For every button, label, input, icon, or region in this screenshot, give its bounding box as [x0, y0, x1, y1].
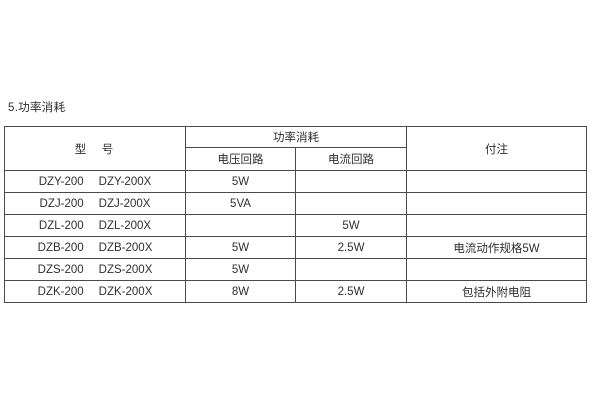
table-row: DZS-200 DZS-200X 5W	[4, 258, 587, 281]
current-cell: 2.5W	[295, 280, 407, 303]
current-cell	[295, 258, 407, 281]
table-row: DZY-200 DZY-200X 5W	[4, 170, 587, 193]
current-cell	[295, 170, 407, 193]
voltage-cell: 5W	[185, 258, 296, 281]
section-title: 5.功率消耗	[8, 102, 66, 114]
table-row: DZK-200 DZK-200X 8W 2.5W 包括外附电阻	[4, 280, 587, 303]
note-cell	[406, 214, 587, 237]
model-name: DZS-200	[37, 263, 84, 276]
model-name-x: DZJ-200X	[98, 197, 151, 210]
voltage-cell: 5VA	[185, 192, 296, 215]
column-header-current-circuit: 电流回路	[295, 147, 407, 171]
column-header-power-group: 功率消耗	[185, 126, 407, 148]
model-name: DZJ-200	[39, 197, 84, 210]
column-header-model: 型 号	[4, 126, 186, 171]
note-cell	[406, 170, 587, 193]
model-cell: DZY-200 DZY-200X	[4, 170, 186, 193]
model-name-x: DZY-200X	[98, 175, 152, 188]
current-cell: 5W	[295, 214, 407, 237]
note-cell: 电流动作规格5W	[406, 236, 587, 259]
model-name: DZB-200	[37, 241, 84, 254]
table-row: DZL-200 DZL-200X 5W	[4, 214, 587, 237]
model-name-x: DZK-200X	[98, 285, 153, 298]
table-row: DZB-200 DZB-200X 5W 2.5W 电流动作规格5W	[4, 236, 587, 259]
note-cell	[406, 192, 587, 215]
model-name-x: DZL-200X	[98, 219, 152, 232]
power-consumption-table: 型 号 功率消耗 付注 电压回路 电流回路 DZY-200 DZY-200X 5…	[4, 126, 587, 303]
model-cell: DZS-200 DZS-200X	[4, 258, 186, 281]
model-name: DZL-200	[38, 219, 84, 232]
voltage-cell	[185, 214, 296, 237]
voltage-cell: 8W	[185, 280, 296, 303]
note-cell: 包括外附电阻	[406, 280, 587, 303]
voltage-cell: 5W	[185, 170, 296, 193]
model-cell: DZL-200 DZL-200X	[4, 214, 186, 237]
note-cell	[406, 258, 587, 281]
current-cell	[295, 192, 407, 215]
current-cell: 2.5W	[295, 236, 407, 259]
model-name-x: DZB-200X	[98, 241, 153, 254]
model-name-x: DZS-200X	[98, 263, 153, 276]
table-row: DZJ-200 DZJ-200X 5VA	[4, 192, 587, 215]
model-cell: DZK-200 DZK-200X	[4, 280, 186, 303]
model-cell: DZJ-200 DZJ-200X	[4, 192, 186, 215]
column-header-note: 付注	[406, 126, 587, 171]
column-header-voltage-circuit: 电压回路	[185, 147, 296, 171]
voltage-cell: 5W	[185, 236, 296, 259]
model-name: DZY-200	[38, 175, 84, 188]
model-cell: DZB-200 DZB-200X	[4, 236, 186, 259]
model-name: DZK-200	[37, 285, 84, 298]
